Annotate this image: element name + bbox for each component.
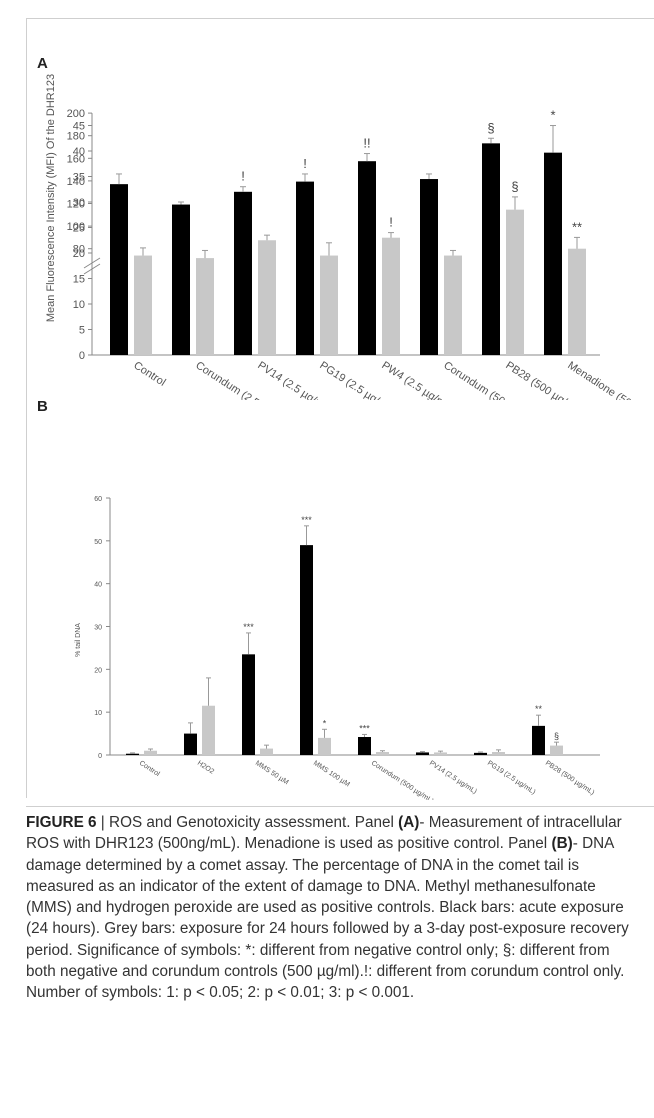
bar xyxy=(184,733,197,755)
significance-marker: * xyxy=(323,718,327,728)
panel-a-label: A xyxy=(37,55,48,72)
significance-marker: ! xyxy=(303,156,307,171)
bar xyxy=(474,752,487,755)
y-tick-label: 100 xyxy=(67,221,85,233)
bar xyxy=(134,255,152,355)
y-tick-label: 45 xyxy=(73,121,85,133)
x-tick-label: PB28 (500 µg/mL) xyxy=(544,760,596,797)
caption-panel-a-ref: (A) xyxy=(398,814,420,831)
bar xyxy=(376,752,389,755)
significance-marker: *** xyxy=(243,622,254,632)
y-tick-label: 10 xyxy=(73,299,85,311)
axis-break-mark xyxy=(83,257,101,269)
bar xyxy=(258,240,276,355)
y-axis-label: % tail DNA xyxy=(75,623,82,657)
bar xyxy=(482,143,500,355)
bar xyxy=(416,752,429,755)
x-tick-label: MMS 100 µM xyxy=(312,760,351,789)
frame-left-border xyxy=(26,18,27,798)
y-tick-label: 60 xyxy=(94,496,102,503)
panel-a-chart: 0 5 10 15 20 25 30 35 40 45 80 100 120 140 160 180 200 Me… xyxy=(45,74,652,400)
significance-marker: ! xyxy=(389,215,393,230)
bar xyxy=(234,191,252,355)
bar xyxy=(382,237,400,355)
bar xyxy=(144,750,157,755)
bar xyxy=(506,209,524,355)
x-tick-label: PV14 (2.5 µg/mL) xyxy=(428,760,478,796)
caption-text-1: ROS and Genotoxicity assessment. Panel xyxy=(109,814,399,831)
x-tick-label: Control xyxy=(131,359,167,388)
x-tick-label: Control xyxy=(138,760,161,778)
bar xyxy=(260,748,273,755)
significance-marker: ** xyxy=(572,219,582,234)
caption-text-2: - Measurement of intracellular ROS with … xyxy=(26,814,622,853)
bar xyxy=(444,255,462,355)
bar xyxy=(544,152,562,355)
bar xyxy=(568,248,586,355)
panel-b-label: B xyxy=(37,398,48,415)
significance-marker: § xyxy=(487,120,494,135)
y-tick-label: 160 xyxy=(67,153,85,165)
y-tick-label: 50 xyxy=(94,539,102,546)
bar xyxy=(172,204,190,355)
x-tick-label: H2O2 xyxy=(196,760,215,776)
significance-marker: ** xyxy=(535,704,543,714)
caption-panel-b-ref: (B) xyxy=(551,835,573,853)
y-tick-label: 15 xyxy=(73,274,85,286)
y-tick-label: 30 xyxy=(73,197,85,209)
bar xyxy=(202,705,215,755)
y-tick-label: 30 xyxy=(94,625,102,632)
y-axis-label: Mean Fluorescence Intensity (MFI) Of the… xyxy=(45,74,57,322)
bar xyxy=(532,725,545,755)
figure-caption: FIGURE 6 | ROS and Genotoxicity assessme… xyxy=(26,812,636,1004)
y-tick-label: 120 xyxy=(67,199,85,211)
bar xyxy=(242,654,255,755)
bar xyxy=(420,179,438,355)
bar xyxy=(358,737,371,755)
frame-top-border xyxy=(26,18,654,19)
significance-marker: *** xyxy=(359,723,370,733)
bar xyxy=(550,745,563,755)
y-tick-label: 0 xyxy=(79,350,85,362)
bar xyxy=(296,181,314,355)
caption-text-3: - DNA damage determined by a comet assay… xyxy=(26,835,629,1002)
bar xyxy=(492,752,505,755)
y-tick-label: 40 xyxy=(94,582,102,589)
y-tick-label: 20 xyxy=(94,667,102,674)
x-tick-label: Menadione (50 µM) xyxy=(565,359,652,400)
bar xyxy=(110,184,128,355)
bar xyxy=(126,753,139,755)
x-tick-label: Corundum (500 µg/mL) xyxy=(370,760,435,800)
bar xyxy=(320,255,338,355)
significance-marker: * xyxy=(550,108,555,123)
caption-divider xyxy=(26,806,654,807)
x-tick-label: PG19 (2.5 µg/mL) xyxy=(486,760,537,796)
bar xyxy=(358,161,376,355)
bar xyxy=(196,258,214,355)
significance-marker: *** xyxy=(301,515,312,525)
y-tick-label: 0 xyxy=(98,753,102,760)
axis-break-mark xyxy=(83,263,101,275)
significance-marker: ! xyxy=(241,169,245,184)
y-tick-label: 140 xyxy=(67,176,85,188)
significance-marker: § xyxy=(511,179,518,194)
y-tick-label: 10 xyxy=(94,710,102,717)
y-tick-label: 20 xyxy=(73,248,85,260)
caption-figure-label: FIGURE 6 xyxy=(26,814,97,831)
panel-b-chart: 0 10 20 30 40 50 60 % tail DNA Control H2O2 MMS 50… xyxy=(75,496,600,800)
x-tick-label: MMS 50 µM xyxy=(254,760,290,787)
y-tick-label: 25 xyxy=(73,223,85,235)
y-tick-label: 5 xyxy=(79,325,85,337)
significance-marker: § xyxy=(554,731,559,741)
y-tick-label: 180 xyxy=(67,131,85,143)
bar xyxy=(300,545,313,755)
bar xyxy=(434,752,447,755)
y-tick-label: 40 xyxy=(73,146,85,158)
y-tick-label: 80 xyxy=(73,244,85,256)
bar xyxy=(318,737,331,755)
y-tick-label: 200 xyxy=(67,108,85,120)
significance-marker: !! xyxy=(363,136,370,151)
caption-separator: | xyxy=(96,814,110,831)
y-tick-label: 35 xyxy=(73,172,85,184)
